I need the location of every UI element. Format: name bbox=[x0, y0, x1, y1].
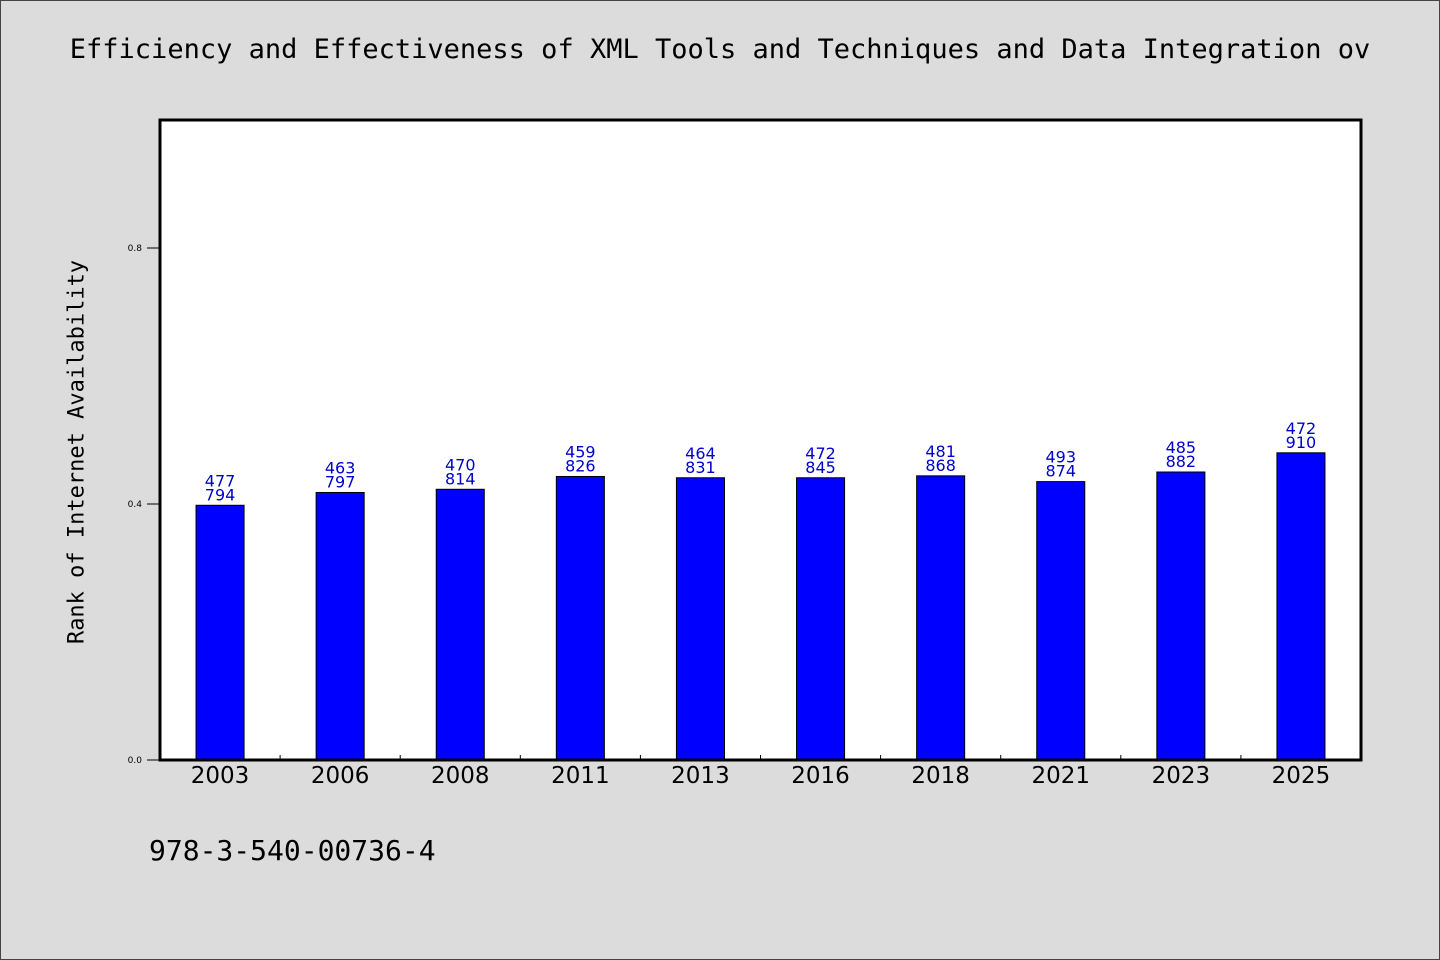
data-label-top: 459 bbox=[565, 442, 596, 461]
bar bbox=[195, 504, 245, 761]
x-tick-label: 2021 bbox=[1031, 763, 1090, 789]
data-label-top: 481 bbox=[925, 442, 956, 461]
x-tick-label: 2003 bbox=[191, 763, 250, 789]
data-label-bottom: 874 bbox=[1045, 462, 1076, 481]
x-tick-label: 2006 bbox=[311, 763, 370, 789]
data-label-bottom: 794 bbox=[205, 485, 236, 504]
x-tick-label: 2008 bbox=[431, 763, 490, 789]
x-tick-label: 2025 bbox=[1272, 763, 1331, 789]
bar bbox=[315, 491, 365, 761]
data-label-top: 472 bbox=[805, 444, 836, 463]
bar bbox=[796, 477, 846, 761]
plot-border bbox=[158, 118, 1363, 762]
data-label-bottom: 882 bbox=[1166, 452, 1197, 471]
data-label-top: 477 bbox=[205, 471, 236, 490]
data-label-top: 485 bbox=[1166, 438, 1197, 457]
chart-title: Efficiency and Effectiveness of XML Tool… bbox=[69, 34, 1371, 65]
data-label-bottom: 826 bbox=[565, 456, 596, 475]
x-tick-label: 2016 bbox=[791, 763, 850, 789]
data-label-top: 472 bbox=[1286, 419, 1317, 438]
data-label-bottom: 814 bbox=[445, 469, 476, 488]
bar bbox=[1276, 452, 1326, 761]
x-tick-label: 2011 bbox=[551, 763, 610, 789]
x-tick-label: 2018 bbox=[911, 763, 970, 789]
x-tick-label: 2023 bbox=[1152, 763, 1211, 789]
isbn-footer: 978-3-540-00736-4 bbox=[149, 834, 436, 867]
bar bbox=[916, 475, 966, 761]
data-label-bottom: 910 bbox=[1286, 433, 1317, 452]
data-label-bottom: 868 bbox=[925, 456, 956, 475]
x-tick-label: 2013 bbox=[671, 763, 730, 789]
bar bbox=[1036, 481, 1086, 761]
y-tick-label: 0.8 bbox=[128, 244, 143, 254]
bar bbox=[435, 488, 485, 761]
data-label-bottom: 797 bbox=[325, 472, 356, 491]
data-label-top: 493 bbox=[1045, 448, 1076, 467]
data-label-top: 470 bbox=[445, 455, 476, 474]
bar bbox=[555, 475, 605, 761]
bar bbox=[675, 477, 725, 761]
data-label-bottom: 845 bbox=[805, 458, 836, 477]
y-tick-label: 0.0 bbox=[128, 756, 143, 766]
data-label-top: 463 bbox=[325, 458, 356, 477]
y-tick-label: 0.4 bbox=[128, 500, 143, 510]
data-label-top: 464 bbox=[685, 444, 716, 463]
bar bbox=[1156, 471, 1206, 761]
data-label-bottom: 831 bbox=[685, 458, 716, 477]
